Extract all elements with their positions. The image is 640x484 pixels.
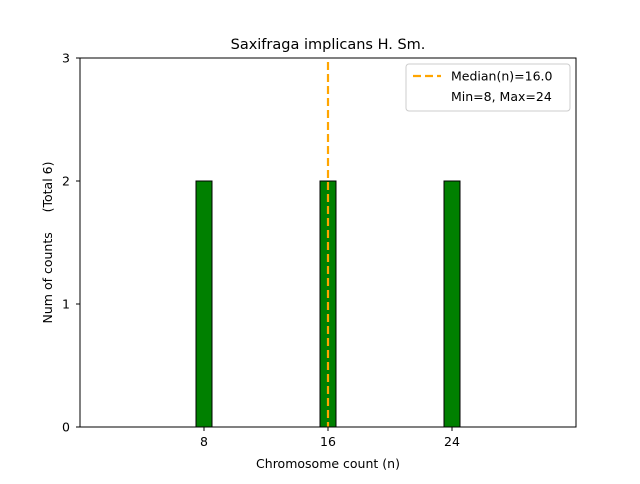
y-axis-ticks: 0 1 2 3 xyxy=(62,51,80,435)
y-tick-label-1: 1 xyxy=(62,297,70,312)
chart-title: Saxifraga implicans H. Sm. xyxy=(231,37,426,53)
legend-minmax-label: Min=8, Max=24 xyxy=(451,89,552,104)
x-tick-label-24: 24 xyxy=(444,434,460,449)
y-tick-label-0: 0 xyxy=(62,420,70,435)
bar-8 xyxy=(195,180,213,428)
x-axis-label: Chromosome count (n) xyxy=(256,456,400,471)
y-axis-label: Num of counts (Total 6) xyxy=(40,162,55,324)
y-tick-label-3: 3 xyxy=(62,51,70,66)
x-axis-ticks: 8 16 24 xyxy=(200,427,460,449)
legend: Median(n)=16.0 Min=8, Max=24 xyxy=(405,63,571,112)
bar-24 xyxy=(443,180,461,428)
x-tick-label-16: 16 xyxy=(320,434,336,449)
legend-frame xyxy=(405,63,571,112)
legend-median-label: Median(n)=16.0 xyxy=(451,69,552,84)
y-tick-label-2: 2 xyxy=(62,174,70,189)
x-tick-label-8: 8 xyxy=(200,434,208,449)
